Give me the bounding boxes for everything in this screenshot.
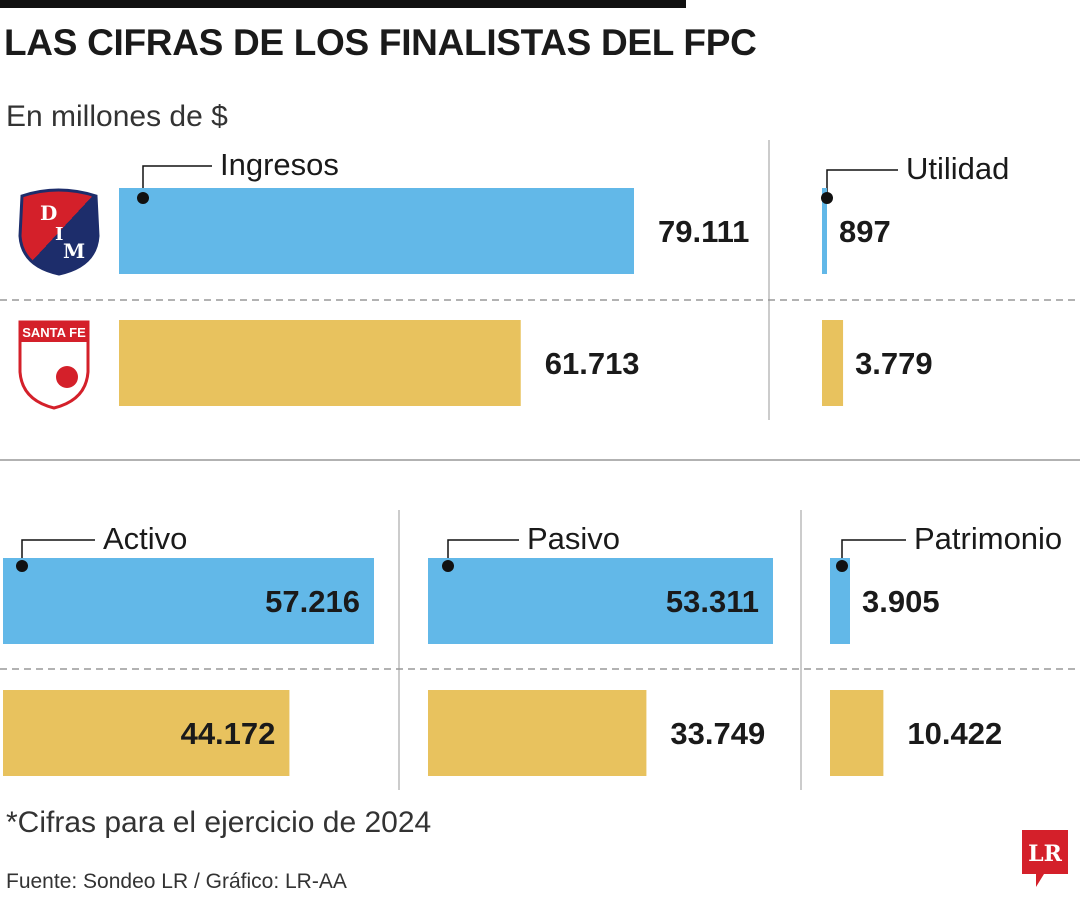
ingresos-value-dim: 79.111 bbox=[658, 214, 749, 249]
page-title: LAS CIFRAS DE LOS FINALISTAS DEL FPC bbox=[4, 22, 757, 63]
ingresos-header-leader bbox=[142, 165, 212, 198]
source-credit: Fuente: Sondeo LR / Gráfico: LR-AA bbox=[6, 870, 347, 893]
footnote: *Cifras para el ejercicio de 2024 bbox=[6, 806, 432, 839]
utilidad-bar-dim bbox=[822, 188, 827, 274]
pasivo-value-santa-fe: 33.749 bbox=[670, 716, 765, 751]
svg-text:SANTA FE: SANTA FE bbox=[22, 325, 86, 340]
top-rule bbox=[0, 0, 686, 8]
patrimonio-header-leader bbox=[841, 539, 906, 566]
utilidad-bar-santa-fe bbox=[822, 320, 844, 406]
activo-bar-dim bbox=[3, 558, 374, 644]
pasivo-bar-dim bbox=[428, 558, 773, 644]
pasivo-bar-santa-fe bbox=[428, 690, 647, 776]
activo-header-dot bbox=[16, 560, 28, 572]
ingresos-header-dot bbox=[137, 192, 149, 204]
utilidad-value-dim: 897 bbox=[839, 214, 891, 249]
ingresos-header: Ingresos bbox=[220, 147, 339, 182]
utilidad-header-dot bbox=[821, 192, 833, 204]
svg-text:D: D bbox=[40, 201, 57, 225]
activo-value-dim: 57.216 bbox=[265, 584, 360, 619]
patrimonio-header: Patrimonio bbox=[914, 521, 1062, 556]
activo-bar-santa-fe bbox=[3, 690, 290, 776]
patrimonio-value-santa-fe: 10.422 bbox=[907, 716, 1002, 751]
patrimonio-bar-santa-fe bbox=[830, 690, 884, 776]
activo-header: Activo bbox=[103, 521, 187, 556]
patrimonio-header-dot bbox=[836, 560, 848, 572]
svg-text:LR: LR bbox=[1028, 841, 1062, 867]
patrimonio-bar-dim bbox=[830, 558, 850, 644]
pasivo-value-dim: 53.311 bbox=[666, 584, 759, 619]
lr-logo-icon: LR bbox=[1022, 830, 1068, 887]
dim-badge-icon: D I M bbox=[18, 188, 100, 276]
bars-layer: Ingresos 79.111 61.713 Utilidad 897 3.779 Acti… bbox=[3, 147, 1062, 776]
ingresos-bar-santa-fe bbox=[119, 320, 521, 406]
pasivo-header: Pasivo bbox=[527, 521, 620, 556]
utilidad-header-leader bbox=[826, 169, 898, 198]
ingresos-value-santa-fe: 61.713 bbox=[545, 346, 640, 381]
separators bbox=[0, 140, 1080, 790]
utilidad-header: Utilidad bbox=[906, 151, 1009, 186]
ingresos-bar-dim bbox=[119, 188, 634, 274]
svg-text:M: M bbox=[63, 239, 85, 263]
activo-value-santa-fe: 44.172 bbox=[181, 716, 276, 751]
activo-header-leader bbox=[21, 539, 95, 566]
svg-text:I: I bbox=[55, 224, 63, 245]
utilidad-value-santa-fe: 3.779 bbox=[855, 346, 933, 381]
chart-subtitle: En millones de $ bbox=[6, 100, 228, 133]
pasivo-header-leader bbox=[447, 539, 519, 566]
pasivo-header-dot bbox=[442, 560, 454, 572]
santa-fe-badge-icon: SANTA FE bbox=[18, 320, 90, 410]
patrimonio-value-dim: 3.905 bbox=[862, 584, 940, 619]
